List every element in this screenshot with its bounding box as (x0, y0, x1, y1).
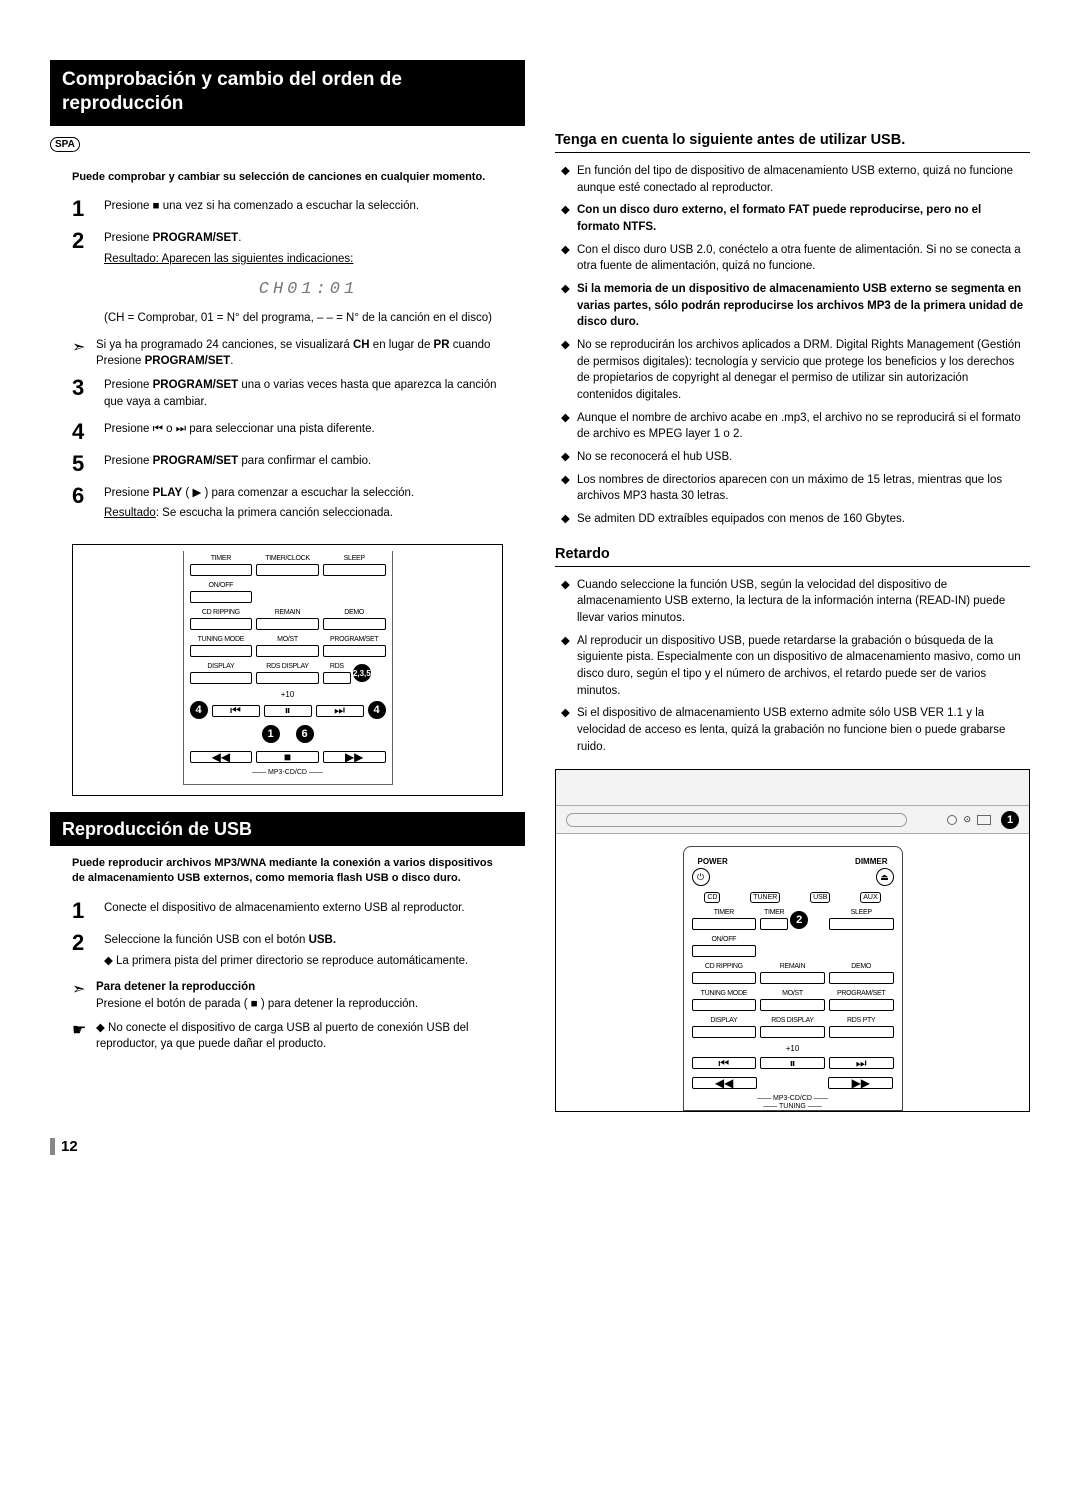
section1-intro: Puede comprobar y cambiar su selección d… (72, 170, 503, 185)
bullet-item: ◆Con un disco duro externo, el formato F… (561, 202, 1024, 235)
bullet-item: ◆Aunque el nombre de archivo acabe en .m… (561, 410, 1024, 443)
arrow-icon: ➣ (72, 979, 90, 1011)
arrow-icon: ➣ (72, 337, 90, 369)
bullet-item: ◆Al reproducir un dispositivo USB, puede… (561, 633, 1024, 700)
bullet-item: ◆Los nombres de directorios aparecen con… (561, 472, 1024, 505)
step: 2 Presione PROGRAM/SET. Resultado: Apare… (72, 230, 513, 327)
lcd-display: CH01:01 (104, 278, 513, 303)
stop-note: ➣ Para detener la reproducciónPresione e… (72, 979, 525, 1011)
step: 3 Presione PROGRAM/SET una o varias vece… (72, 377, 513, 410)
eject-icon: ⏏ (876, 868, 894, 886)
spa-badge: SPA (50, 137, 80, 152)
page-number: 12 (50, 1138, 1030, 1155)
usb-port: ⊙ 1 (947, 811, 1019, 829)
bullet-item: ◆Si el dispositivo de almacenamiento USB… (561, 705, 1024, 755)
callout-6: 6 (296, 725, 314, 743)
bullet-item: ◆Con el disco duro USB 2.0, conéctelo a … (561, 242, 1024, 275)
callout-1: 1 (262, 725, 280, 743)
step: 6 Presione PLAY ( ▶ ) para comenzar a es… (72, 485, 513, 522)
callout-4: 4 (190, 701, 208, 719)
step: 1 Conecte el dispositivo de almacenamien… (72, 900, 513, 922)
callout-2: 2 (790, 911, 808, 929)
usb-notes-list: ◆En función del tipo de dispositivo de a… (561, 163, 1024, 528)
bullet-item: ◆Se admiten DD extraíbles equipados con … (561, 511, 1024, 528)
callout-235: 2,3,5 (353, 664, 371, 682)
step: 4 Presione ⏮ o ⏭ para seleccionar una pi… (72, 421, 513, 443)
power-icon: ⏻ (692, 868, 710, 886)
section1-title: Comprobación y cambio del orden de repro… (50, 60, 525, 126)
bullet-item: ◆Si la memoria de un dispositivo de alma… (561, 281, 1024, 331)
section4-title: Retardo (555, 546, 1030, 567)
step: 1 Presione ■ una vez si ha comenzado a e… (72, 198, 513, 220)
device-diagram: ⊙ 1 POWER DIMMER ⏻⏏ CD TUNER USB AUX (555, 769, 1030, 1112)
section3-title: Tenga en cuenta lo siguiente antes de ut… (555, 132, 1030, 153)
delay-list: ◆Cuando seleccione la función USB, según… (561, 577, 1024, 756)
bullet-item: ◆No se reproducirán los archivos aplicad… (561, 337, 1024, 404)
section2-intro: Puede reproducir archivos MP3/WNA median… (72, 856, 503, 886)
bullet-item: ◆No se reconocerá el hub USB. (561, 449, 1024, 466)
callout-4r: 4 (368, 701, 386, 719)
warn-note: ☛ ◆ No conecte el dispositivo de carga U… (72, 1020, 525, 1052)
remote-diagram-2: POWER DIMMER ⏻⏏ CD TUNER USB AUX TIMER T… (683, 846, 903, 1111)
bullet-item: ◆En función del tipo de dispositivo de a… (561, 163, 1024, 196)
callout-1-port: 1 (1001, 811, 1019, 829)
section2-title: Reproducción de USB (50, 812, 525, 847)
step: 5 Presione PROGRAM/SET para confirmar el… (72, 453, 513, 475)
remote-diagram-1: TIMERTIMER/CLOCKSLEEP ON/OFF CD RIPPINGR… (72, 544, 503, 796)
step: 2 Seleccione la función USB con el botón… (72, 932, 513, 969)
disc-tray (566, 813, 907, 827)
bullet-item: ◆Cuando seleccione la función USB, según… (561, 577, 1024, 627)
hand-icon: ☛ (72, 1020, 90, 1052)
arrow-note: ➣ Si ya ha programado 24 canciones, se v… (72, 337, 525, 369)
